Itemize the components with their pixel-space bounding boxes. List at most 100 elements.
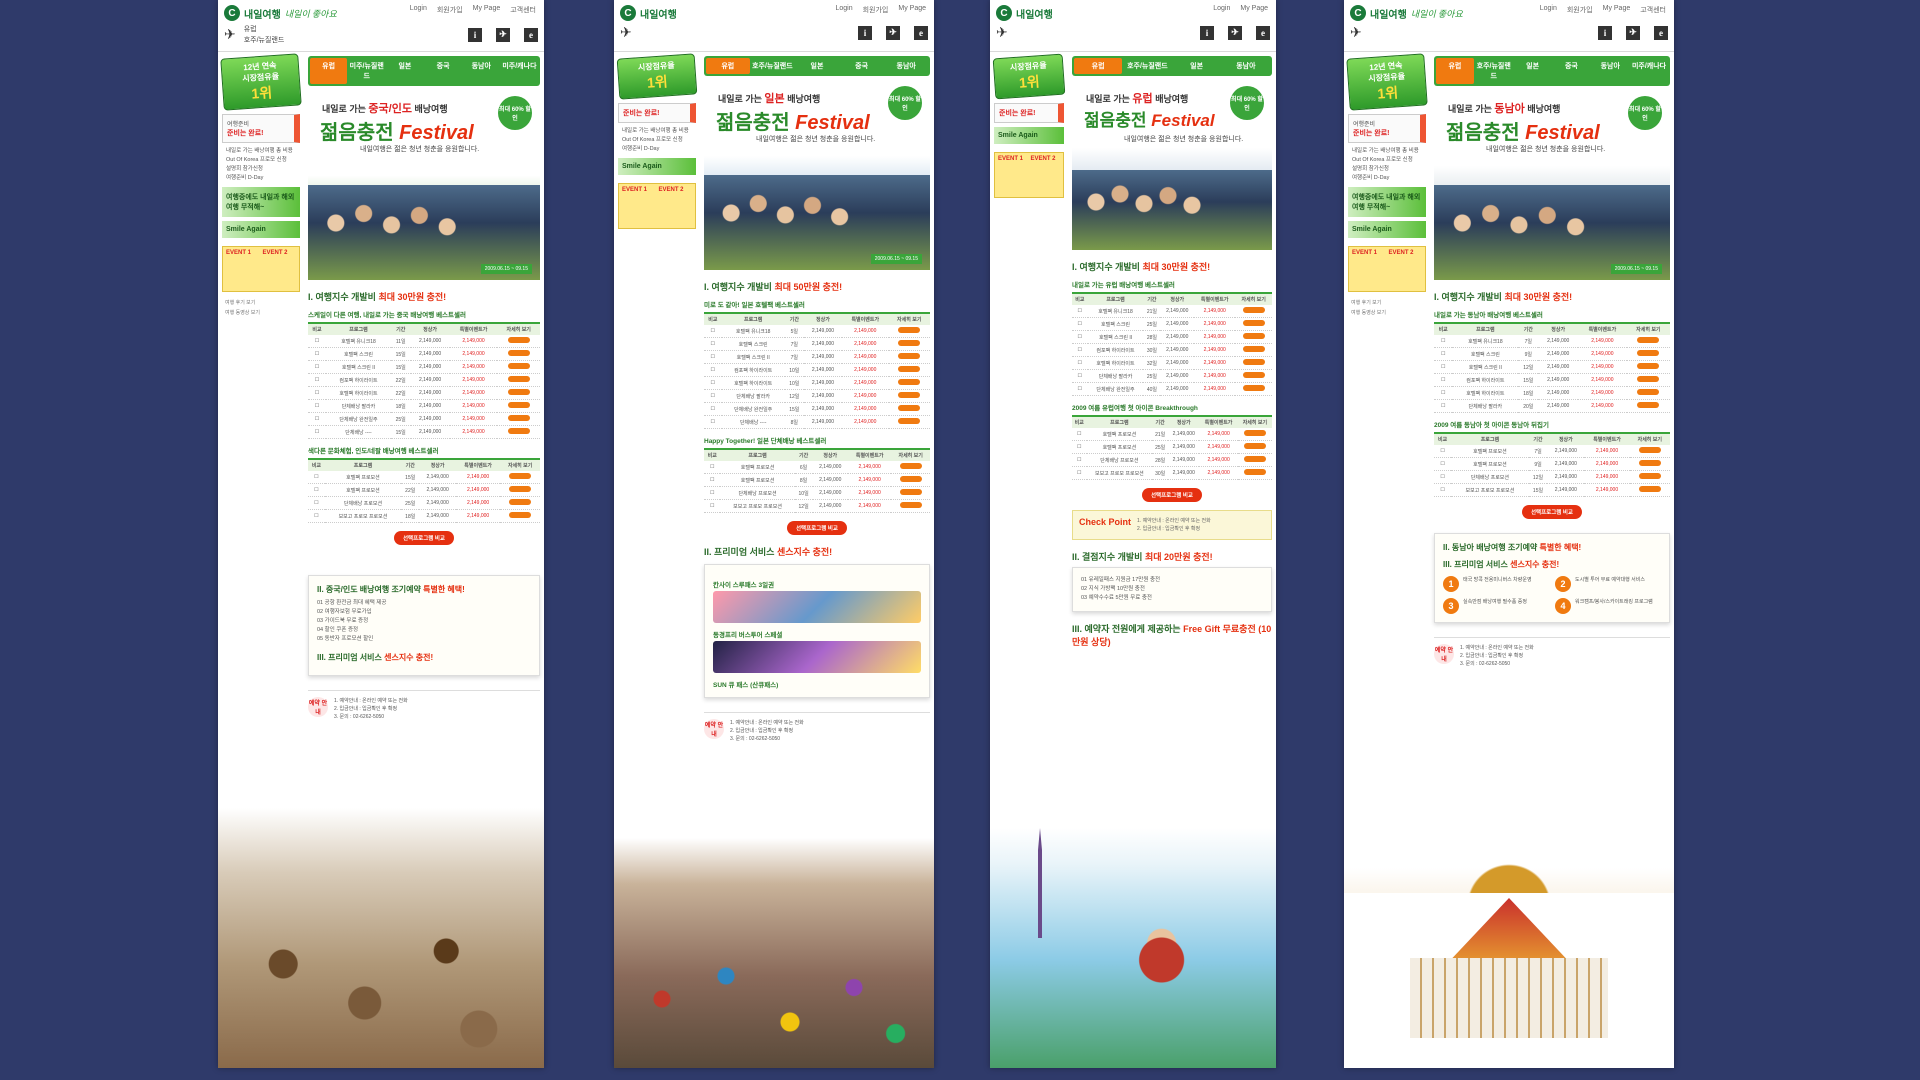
tab-region[interactable]: 호주/뉴질랜드	[1476, 63, 1511, 80]
travel-prep-box[interactable]: 준비는 완료!	[994, 103, 1064, 123]
detail-button-shape[interactable]	[1242, 385, 1265, 391]
login-link[interactable]: Login	[409, 5, 427, 12]
compare-checkbox[interactable]: ☐	[704, 350, 722, 364]
compare-checkbox[interactable]: ☐	[308, 509, 325, 523]
detail-button-shape[interactable]	[1242, 346, 1265, 352]
compare-checkbox[interactable]: ☐	[308, 347, 327, 361]
compare-checkbox[interactable]: ☐	[704, 363, 722, 377]
detail-button-shape[interactable]	[509, 499, 532, 505]
detail-button[interactable]	[1626, 386, 1670, 400]
detail-button-shape[interactable]	[507, 428, 530, 434]
detail-button-shape[interactable]	[1638, 473, 1661, 479]
compare-checkbox[interactable]: ☐	[1434, 360, 1453, 374]
detail-button[interactable]	[497, 412, 540, 426]
travel-prep-box[interactable]: 여행준비 준비는 완료!	[222, 114, 300, 143]
compare-checkbox[interactable]: ☐	[1434, 457, 1452, 471]
event-box[interactable]: EVENT 1 EVENT 2	[618, 183, 696, 229]
detail-button[interactable]	[1235, 369, 1272, 383]
compare-checkbox[interactable]: ☐	[308, 360, 327, 374]
detail-button[interactable]	[1626, 347, 1670, 361]
detail-button[interactable]	[1235, 356, 1272, 370]
compare-checkbox[interactable]: ☐	[704, 325, 722, 338]
detail-button-shape[interactable]	[1242, 320, 1265, 326]
detail-button[interactable]	[888, 350, 930, 364]
compare-checkbox[interactable]: ☐	[1072, 428, 1087, 441]
detail-button[interactable]	[497, 360, 540, 374]
detail-button[interactable]	[500, 496, 540, 510]
detail-button-shape[interactable]	[898, 392, 921, 398]
side-list-item[interactable]: 여행준비 D-Day	[622, 146, 660, 152]
detail-button-shape[interactable]	[1638, 447, 1661, 453]
tab-region[interactable]: 유럽	[1436, 58, 1474, 84]
tab-region[interactable]: 일본	[1190, 63, 1204, 70]
compare-button[interactable]: 선택프로그램 비교	[394, 531, 454, 545]
compare-button[interactable]: 선택프로그램 비교	[787, 521, 847, 535]
detail-button-shape[interactable]	[509, 512, 532, 518]
nav-link[interactable]: 호주/뉴질랜드	[243, 37, 285, 44]
detail-button[interactable]	[1235, 317, 1272, 331]
detail-button[interactable]	[500, 471, 540, 484]
compare-checkbox[interactable]: ☐	[1434, 347, 1453, 361]
detail-button-shape[interactable]	[898, 340, 921, 346]
compare-checkbox[interactable]: ☐	[704, 337, 722, 351]
compare-checkbox[interactable]: ☐	[1072, 382, 1088, 396]
detail-button-shape[interactable]	[1243, 430, 1266, 436]
compare-checkbox[interactable]: ☐	[704, 389, 722, 403]
mypage-link[interactable]: My Page	[898, 5, 926, 12]
tab-region[interactable]: 유럽	[706, 58, 750, 74]
tab-region[interactable]: 일본	[398, 63, 412, 70]
compare-checkbox[interactable]: ☐	[1434, 335, 1453, 348]
compare-checkbox[interactable]: ☐	[704, 461, 721, 474]
detail-button-shape[interactable]	[1243, 443, 1266, 449]
detail-button-shape[interactable]	[1638, 460, 1661, 466]
tab-region[interactable]: 유럽	[310, 58, 348, 84]
detail-button-shape[interactable]	[1637, 402, 1660, 408]
side-list-item[interactable]: 여행준비 D-Day	[226, 175, 264, 181]
detail-button-shape[interactable]	[1243, 469, 1266, 475]
tab-region[interactable]: 중국	[436, 63, 450, 70]
detail-button-shape[interactable]	[898, 353, 921, 359]
detail-button[interactable]	[891, 461, 930, 474]
detail-button-shape[interactable]	[1242, 307, 1265, 313]
nav-link[interactable]: 유럽	[243, 26, 257, 33]
e-icon[interactable]: e	[524, 27, 538, 42]
compare-checkbox[interactable]: ☐	[1434, 483, 1452, 497]
compare-checkbox[interactable]: ☐	[1072, 466, 1087, 480]
detail-button[interactable]	[1629, 470, 1670, 484]
side-list-item[interactable]: 내일로 가는 배낭여행 총 비용	[1352, 148, 1419, 154]
tab-region[interactable]: 호주/뉴질랜드	[1127, 63, 1168, 70]
side-list-item[interactable]: 내일로 가는 배낭여행 총 비용	[226, 148, 293, 154]
join-link[interactable]: 회원가입	[436, 7, 463, 14]
compare-checkbox[interactable]: ☐	[308, 412, 327, 426]
detail-button-shape[interactable]	[507, 337, 530, 343]
detail-button-shape[interactable]	[509, 473, 532, 479]
detail-button[interactable]	[497, 347, 540, 361]
detail-button-shape[interactable]	[507, 363, 530, 369]
compare-checkbox[interactable]: ☐	[1434, 399, 1453, 413]
detail-button[interactable]	[1629, 445, 1670, 458]
detail-button-shape[interactable]	[898, 366, 921, 372]
detail-button[interactable]	[497, 386, 540, 400]
compare-checkbox[interactable]: ☐	[308, 425, 327, 439]
detail-button[interactable]	[888, 337, 930, 351]
info-icon[interactable]: i	[1598, 25, 1612, 40]
mypage-link[interactable]: My Page	[472, 5, 501, 12]
e-icon[interactable]: e	[914, 25, 928, 40]
compare-checkbox[interactable]: ☐	[308, 483, 325, 497]
detail-button[interactable]	[1237, 453, 1272, 467]
detail-button[interactable]	[500, 483, 540, 497]
review-link[interactable]: 여행 후기 보기	[225, 300, 256, 306]
tab-region[interactable]: 호주/뉴질랜드	[752, 63, 793, 70]
info-icon[interactable]: i	[468, 27, 482, 42]
detail-button[interactable]	[891, 486, 930, 500]
detail-button-shape[interactable]	[899, 502, 922, 508]
side-list-item[interactable]: Out Of Korea 프로모 신청	[1352, 157, 1413, 163]
compare-checkbox[interactable]: ☐	[1072, 453, 1087, 467]
detail-button[interactable]	[500, 509, 540, 523]
video-link[interactable]: 여행 동영상 보기	[1351, 310, 1386, 316]
compare-checkbox[interactable]: ☐	[1072, 330, 1088, 344]
detail-button[interactable]	[1629, 483, 1670, 497]
travel-prep-box[interactable]: 여행준비 준비는 완료!	[1348, 114, 1426, 143]
review-link[interactable]: 여행 후기 보기	[1351, 300, 1382, 306]
detail-button[interactable]	[1629, 457, 1670, 471]
